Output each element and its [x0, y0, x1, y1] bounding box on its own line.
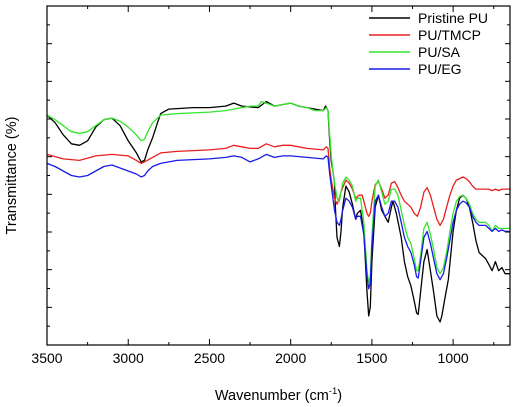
series-line-3 — [46, 100, 510, 284]
series-line-1 — [46, 100, 510, 323]
x-tick-label: 2500 — [194, 350, 225, 366]
legend-label: PU/TMCP — [418, 27, 481, 43]
plot-lines — [46, 100, 510, 323]
series-line-4 — [46, 153, 510, 290]
x-tick-label: 3500 — [31, 350, 62, 366]
series-line-2 — [46, 143, 510, 227]
x-tick-label: 2000 — [275, 350, 306, 366]
x-tick-label: 1500 — [356, 350, 387, 366]
legend-label: PU/SA — [418, 44, 461, 60]
x-axis-title-close: ) — [337, 388, 342, 404]
y-axis-ticks — [47, 5, 510, 346]
x-axis-title-superscript: -1 — [329, 386, 337, 397]
legend-label: PU/EG — [418, 61, 462, 77]
x-axis-title-text: Wavenumber (cm — [215, 388, 329, 404]
x-tick-label: 3000 — [113, 350, 144, 366]
x-axis-title: Wavenumber (cm-1) — [215, 386, 342, 404]
x-axis-tick-labels: 3500 3000 2500 2000 1500 1000 — [31, 350, 468, 366]
y-axis-title: Transmittance (%) — [4, 117, 20, 235]
x-tick-label: 1000 — [438, 350, 469, 366]
x-axis-ticks — [46, 6, 495, 345]
legend-label: Pristine PU — [418, 10, 488, 26]
